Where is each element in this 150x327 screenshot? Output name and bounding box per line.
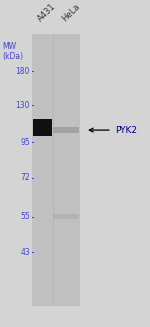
Text: 180: 180 — [16, 67, 30, 76]
Bar — [53, 214, 79, 219]
Bar — [32, 34, 80, 306]
Text: 43: 43 — [20, 248, 30, 257]
Text: A431: A431 — [36, 2, 58, 24]
Bar — [53, 127, 79, 133]
Text: MW
(kDa): MW (kDa) — [2, 42, 24, 61]
Text: 95: 95 — [20, 138, 30, 147]
Text: 55: 55 — [20, 212, 30, 221]
Text: 130: 130 — [15, 101, 30, 110]
Bar — [33, 118, 52, 135]
Text: HeLa: HeLa — [60, 2, 81, 24]
Text: 72: 72 — [20, 174, 30, 182]
Text: PYK2: PYK2 — [115, 126, 137, 135]
